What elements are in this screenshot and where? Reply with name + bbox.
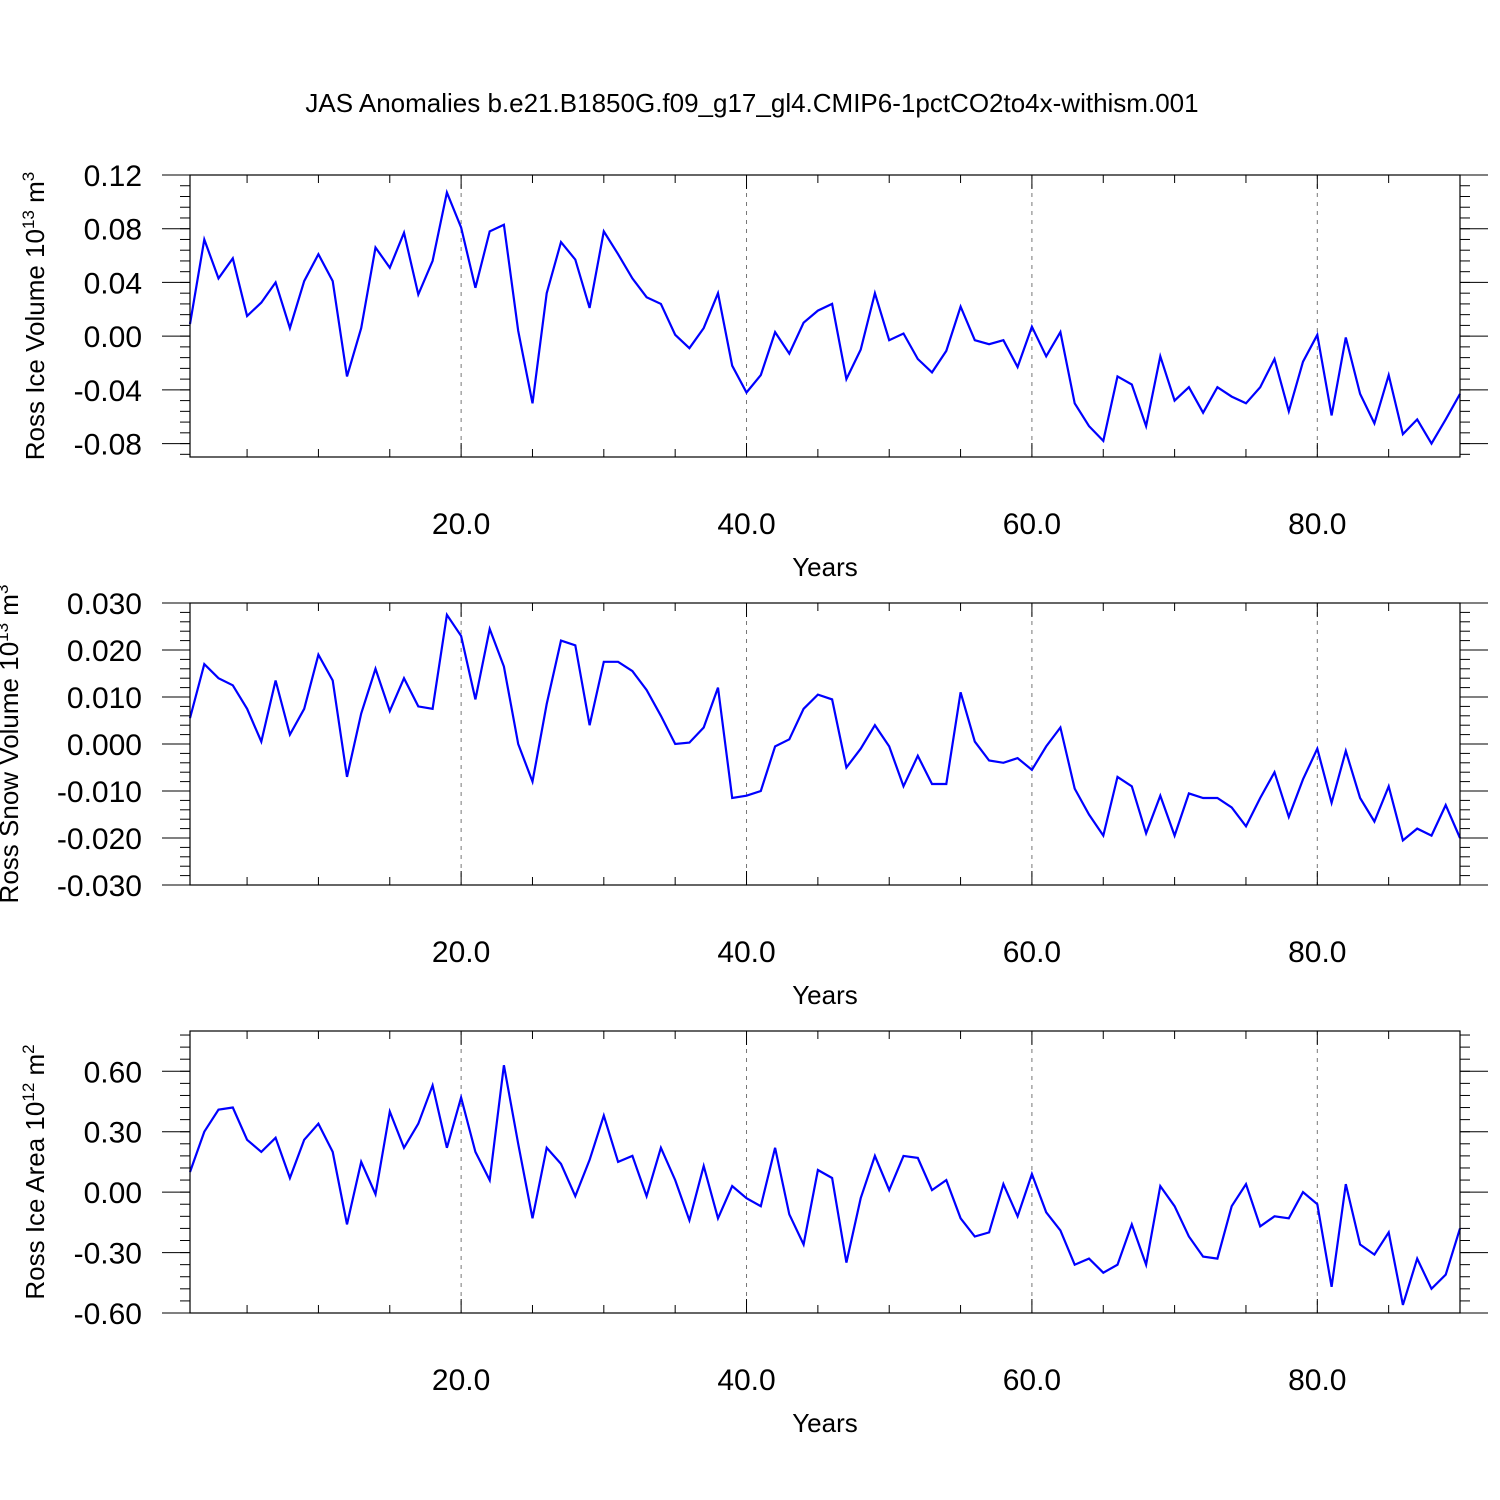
y-axis-title-text: m xyxy=(20,181,50,210)
y-axis-title-text: m xyxy=(0,594,24,623)
y-axis-title-text: Ross Snow Volume 10 xyxy=(0,642,24,904)
y-tick-label: 0.30 xyxy=(84,1117,142,1150)
panels: -0.08 -0.04 0.00 0.04 0.08 0.12 20.0 40.0 60.0 80… xyxy=(0,160,1488,1438)
series-line-1 xyxy=(188,611,1462,843)
y-tick-label: 0.00 xyxy=(84,1177,142,1210)
x-tick-label: 80.0 xyxy=(1288,936,1346,969)
y-axis-title: Ross Snow Volume 1013 m3 xyxy=(0,585,24,904)
y-tick-label: 0.030 xyxy=(67,588,142,621)
y-tick-label: 0.12 xyxy=(84,160,142,193)
x-tick-label: 40.0 xyxy=(717,508,775,541)
x-tick-label: 60.0 xyxy=(1003,508,1061,541)
y-tick-label: -0.020 xyxy=(57,823,142,856)
y-tick-label: -0.60 xyxy=(74,1298,142,1331)
y-axis-title-exponent: 2 xyxy=(19,1044,38,1053)
x-tick-label: 20.0 xyxy=(432,508,490,541)
y-axis-title-exponent: 13 xyxy=(19,210,38,229)
x-axis-title: Years xyxy=(792,1408,858,1438)
y-tick-label: 0.020 xyxy=(67,635,142,668)
panel-1: -0.08 -0.04 0.00 0.04 0.08 0.12 20.0 40.0 60.0 80… xyxy=(19,160,1488,582)
y-tick-label: -0.04 xyxy=(74,375,142,408)
x-tick-label: 60.0 xyxy=(1003,936,1061,969)
x-tick-label: 60.0 xyxy=(1003,1364,1061,1397)
panel-2: -0.030 -0.020 -0.010 0.000 0.010 0.020 0.030 20… xyxy=(0,585,1488,1010)
y-axis-title: Ross Ice Area 1012 m2 xyxy=(19,1044,50,1299)
y-tick-label: 0.010 xyxy=(67,682,142,715)
y-tick-label: -0.010 xyxy=(57,776,142,809)
x-tick-label: 20.0 xyxy=(432,1364,490,1397)
x-axis-title: Years xyxy=(792,980,858,1010)
y-tick-label: 0.000 xyxy=(67,729,142,762)
x-tick-label: 80.0 xyxy=(1288,1364,1346,1397)
y-axis-title-text: Ross Ice Volume 10 xyxy=(20,229,50,460)
plot-frame xyxy=(189,1030,1461,1314)
y-axis-title-exponent: 3 xyxy=(19,172,38,181)
y-axis-title-text: Ross Ice Area 10 xyxy=(20,1102,50,1300)
chart-title: JAS Anomalies b.e21.B1850G.f09_g17_gl4.C… xyxy=(305,88,1198,118)
y-tick-label: 0.04 xyxy=(84,267,142,300)
panel-3: -0.60 -0.30 0.00 0.30 0.60 20.0 40.0 60.0 80.0 Ye… xyxy=(19,1030,1488,1438)
plot-frame xyxy=(189,602,1461,886)
y-axis-title-exponent: 13 xyxy=(0,623,12,642)
x-axis-title: Years xyxy=(792,552,858,582)
x-tick-label: 40.0 xyxy=(717,936,775,969)
y-tick-label: 0.08 xyxy=(84,214,142,247)
plot-frame xyxy=(189,174,1461,458)
y-tick-label: -0.08 xyxy=(74,429,142,462)
series-line-1 xyxy=(188,1065,1462,1306)
x-tick-label: 40.0 xyxy=(717,1364,775,1397)
y-axis-title-exponent: 3 xyxy=(0,585,12,594)
y-tick-label: 0.00 xyxy=(84,321,142,354)
y-tick-label: -0.030 xyxy=(57,870,142,903)
x-tick-label: 20.0 xyxy=(432,936,490,969)
x-tick-label: 80.0 xyxy=(1288,508,1346,541)
series-line-1 xyxy=(188,188,1461,446)
y-tick-label: -0.30 xyxy=(74,1238,142,1271)
y-axis-title-exponent: 12 xyxy=(19,1083,38,1102)
y-axis-title: Ross Ice Volume 1013 m3 xyxy=(19,172,50,461)
y-axis-title-text: m xyxy=(20,1054,50,1083)
y-tick-label: 0.60 xyxy=(84,1056,142,1089)
